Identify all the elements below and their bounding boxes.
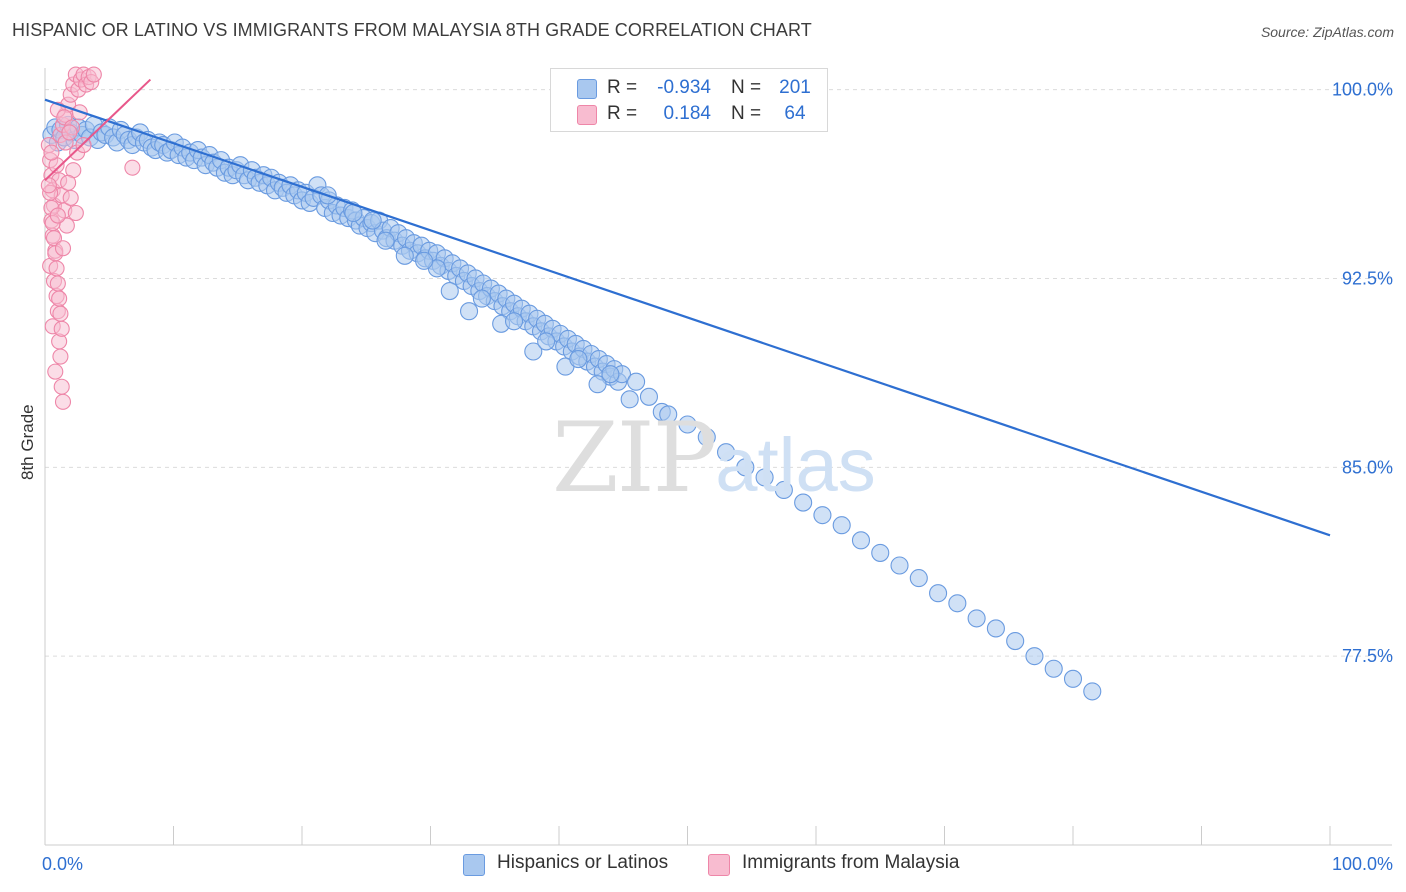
data-point-malaysia [40, 177, 57, 194]
n-label: N = [731, 103, 762, 124]
r-label: R = [607, 77, 638, 98]
n-label: N = [731, 77, 762, 98]
data-point-malaysia [48, 260, 65, 277]
r-value: 0.184 [663, 103, 711, 124]
data-point-hispanic [1063, 669, 1083, 688]
data-point-malaysia [49, 275, 66, 292]
stats-legend: R = -0.934 N = 201 R = 0.184 N = 64 [550, 68, 828, 132]
data-point-hispanic [909, 569, 928, 588]
blue-swatch [577, 79, 597, 99]
tick-labels: 100.0% 92.5% 85.0% 77.5% 0.0% 100.0% [42, 80, 1393, 874]
data-point-hispanic [376, 231, 395, 250]
x-tick-label: 0.0% [42, 854, 83, 874]
data-point-hispanic [627, 372, 646, 391]
data-point-hispanic [832, 516, 851, 535]
data-point-malaysia [62, 189, 79, 206]
legend-label: Hispanics or Latinos [497, 852, 669, 873]
data-point-hispanic [736, 458, 755, 477]
pink-swatch [577, 105, 597, 125]
data-point-malaysia [53, 320, 70, 337]
n-value: 201 [779, 77, 811, 98]
data-point-hispanic [986, 619, 1005, 638]
source-label: Source: ZipAtlas.com [1260, 24, 1394, 40]
y-tick-label: 100.0% [1332, 80, 1393, 100]
data-point-malaysia [75, 136, 92, 154]
data-point-hispanic [794, 493, 813, 512]
data-point-hispanic [716, 443, 736, 462]
n-value: 64 [784, 103, 806, 124]
y-tick-label: 77.5% [1342, 646, 1393, 666]
data-point-malaysia [54, 393, 72, 410]
data-point-hispanic [774, 480, 793, 500]
data-point-hispanic [537, 332, 556, 351]
data-point-malaysia [52, 348, 69, 365]
data-point-hispanic [639, 387, 659, 406]
data-point-hispanic [620, 390, 639, 409]
data-point-hispanic [1044, 659, 1063, 678]
data-point-hispanic [929, 584, 948, 603]
data-point-malaysia [60, 174, 77, 191]
trend-line-malaysia [44, 78, 152, 181]
data-point-hispanic [813, 506, 832, 525]
legend-label: Immigrants from Malaysia [742, 852, 960, 873]
data-point-malaysia [51, 290, 68, 307]
data-point-hispanic [697, 428, 716, 447]
data-point-hispanic [415, 251, 434, 270]
data-point-malaysia [67, 204, 84, 222]
y-tick-label: 85.0% [1342, 457, 1393, 477]
data-point-hispanic [678, 415, 697, 434]
data-point-malaysia [124, 159, 141, 176]
data-point-hispanic [1025, 647, 1044, 666]
data-point-hispanic [569, 349, 588, 369]
data-point-malaysia [54, 240, 72, 257]
data-point-hispanic [472, 289, 491, 308]
data-point-malaysia [47, 363, 64, 380]
data-point-hispanic [871, 543, 890, 562]
data-point-malaysia [85, 66, 102, 83]
data-point-hispanic [601, 365, 620, 384]
y-axis-title: 8th Grade [18, 404, 37, 480]
x-tick-label: 100.0% [1332, 854, 1393, 874]
pink-legend-swatch [708, 854, 730, 876]
data-point-malaysia [49, 207, 66, 224]
data-point-hispanic [440, 282, 459, 301]
data-point-malaysia [53, 378, 70, 395]
data-point-hispanic [524, 342, 543, 361]
watermark: ZIPatlas [552, 402, 876, 514]
series-immigrants-from-malaysia [40, 66, 141, 410]
chart-title: HISPANIC OR LATINO VS IMMIGRANTS FROM MA… [12, 20, 812, 40]
r-label: R = [607, 103, 638, 124]
data-point-hispanic [1006, 631, 1025, 651]
data-point-hispanic [755, 468, 774, 487]
data-point-hispanic [504, 312, 524, 331]
y-tick-label: 92.5% [1342, 268, 1393, 288]
data-point-hispanic [363, 211, 382, 230]
data-point-hispanic [1083, 682, 1102, 701]
data-point-hispanic [967, 609, 986, 628]
data-point-hispanic [459, 302, 479, 321]
trend-line-hispanic [44, 98, 1331, 537]
blue-legend-swatch [463, 854, 485, 876]
data-point-hispanic [890, 556, 909, 575]
data-point-hispanic [948, 594, 967, 613]
data-point-hispanic [851, 531, 871, 550]
data-point-hispanic [588, 375, 607, 394]
trend-lines [44, 78, 1331, 537]
r-value: -0.934 [657, 77, 711, 98]
data-point-malaysia [61, 124, 78, 141]
data-point-hispanic [395, 246, 414, 265]
data-point-hispanic [659, 405, 678, 424]
data-point-malaysia [43, 144, 60, 161]
data-point-malaysia [52, 305, 69, 322]
